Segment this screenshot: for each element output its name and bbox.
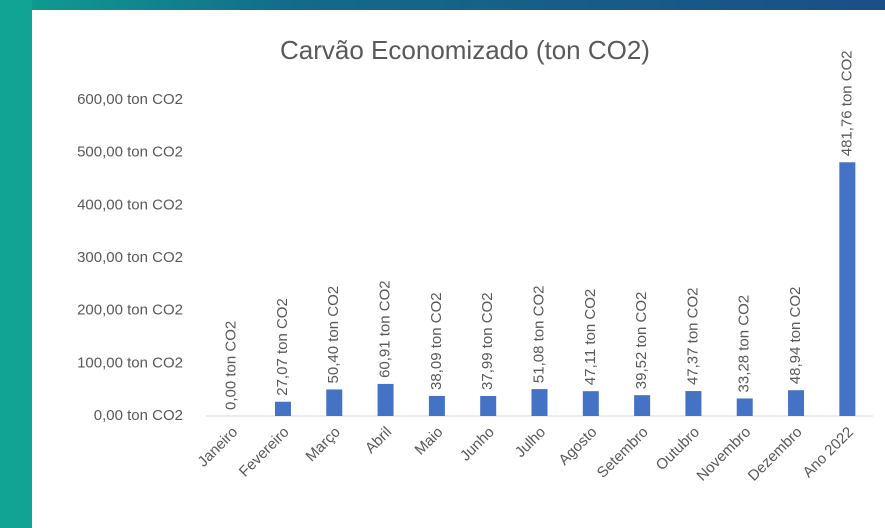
data-label: 39,52 ton CO2 xyxy=(633,292,650,390)
data-label: 60,91 ton CO2 xyxy=(377,280,394,378)
bar xyxy=(736,398,753,416)
side-strip xyxy=(0,0,32,528)
bar xyxy=(531,389,548,416)
data-label: 27,07 ton CO2 xyxy=(274,298,291,396)
chart-title: Carvão Economizado (ton CO2) xyxy=(280,35,650,65)
bar xyxy=(685,391,702,416)
bar xyxy=(480,395,497,416)
y-tick-label: 100,00 ton CO2 xyxy=(77,354,183,371)
bar xyxy=(634,395,651,416)
data-label: 47,37 ton CO2 xyxy=(684,287,701,385)
y-tick-label: 400,00 ton CO2 xyxy=(77,196,183,213)
bar xyxy=(788,390,805,416)
bar xyxy=(326,389,343,416)
bar xyxy=(582,391,599,416)
data-label: 48,94 ton CO2 xyxy=(787,287,804,385)
y-tick-label: 0,00 ton CO2 xyxy=(94,407,183,424)
y-tick-label: 500,00 ton CO2 xyxy=(77,144,183,161)
data-label: 50,40 ton CO2 xyxy=(325,286,342,384)
y-tick-label: 200,00 ton CO2 xyxy=(77,302,183,319)
data-label: 51,08 ton CO2 xyxy=(530,286,547,384)
bar xyxy=(274,401,291,416)
y-tick-label: 300,00 ton CO2 xyxy=(77,249,183,266)
chart-area xyxy=(32,10,885,528)
y-tick-label: 600,00 ton CO2 xyxy=(77,91,183,108)
data-label: 33,28 ton CO2 xyxy=(736,295,753,393)
data-label: 481,76 ton CO2 xyxy=(838,50,855,156)
data-label: 38,09 ton CO2 xyxy=(428,292,445,390)
data-label: 47,11 ton CO2 xyxy=(582,289,599,385)
bar xyxy=(377,383,394,416)
data-label: 37,99 ton CO2 xyxy=(479,292,496,390)
bar xyxy=(839,162,856,416)
bar xyxy=(428,395,445,416)
data-label: 0,00 ton CO2 xyxy=(223,321,240,410)
